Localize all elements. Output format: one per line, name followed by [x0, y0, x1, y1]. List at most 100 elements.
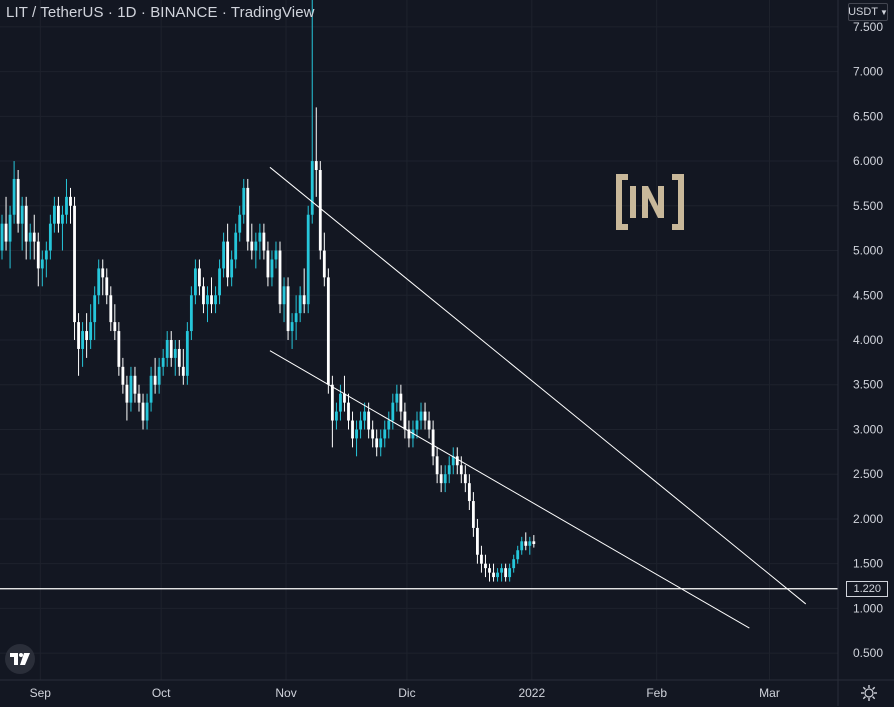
- candle-body: [463, 474, 467, 484]
- candle-body: [512, 559, 516, 569]
- candle-body: [290, 322, 294, 332]
- candle-body: [16, 178, 20, 224]
- candle-body: [379, 438, 383, 448]
- candle-body: [153, 375, 157, 385]
- candle-body: [20, 205, 24, 224]
- candle-body: [322, 250, 326, 278]
- candle-body: [32, 232, 36, 242]
- x-tick-label: Dic: [398, 686, 415, 700]
- candle-body: [266, 250, 270, 278]
- x-tick-label: Oct: [152, 686, 171, 700]
- candle-body: [399, 393, 403, 412]
- candle-body: [326, 277, 330, 385]
- candle-body: [121, 366, 125, 385]
- trendline: [269, 166, 807, 605]
- candle-body: [431, 429, 435, 457]
- candle-body: [343, 393, 346, 403]
- x-tick-label: 2022: [518, 686, 545, 700]
- candle-body: [500, 568, 504, 573]
- candle-body: [165, 340, 169, 358]
- candle-body: [145, 402, 149, 421]
- candle-body: [347, 402, 350, 421]
- y-tick-label: 1.500: [853, 557, 883, 571]
- y-tick-label: 7.500: [853, 20, 883, 34]
- candle-body: [274, 250, 278, 260]
- candle-body: [427, 420, 431, 430]
- candle-body: [451, 456, 455, 466]
- currency-button[interactable]: USDT ▼: [848, 3, 888, 21]
- candle-body: [44, 250, 48, 260]
- candle-body: [375, 438, 379, 448]
- candle-body: [270, 259, 274, 278]
- tradingview-logo-icon[interactable]: [5, 644, 35, 674]
- candle-body: [230, 259, 234, 278]
- candle-body: [351, 420, 354, 439]
- y-tick-label: 1.000: [853, 601, 883, 615]
- candle-body: [238, 214, 242, 233]
- candle-body: [77, 322, 80, 349]
- candle-body: [383, 429, 387, 439]
- candle-body: [173, 348, 177, 358]
- candle-body: [210, 295, 213, 305]
- candle-body: [206, 295, 209, 305]
- trendline: [269, 350, 750, 629]
- candle-body: [403, 411, 407, 430]
- candle-body: [520, 541, 524, 551]
- candle-body: [57, 205, 60, 224]
- candle-body: [528, 541, 532, 546]
- candle-body: [302, 295, 306, 305]
- candle-body: [471, 501, 475, 528]
- candle-body: [262, 232, 266, 251]
- settings-gear-icon[interactable]: [860, 684, 878, 702]
- candle-body: [141, 402, 145, 421]
- currency-label: USDT: [848, 6, 879, 18]
- candle-body: [157, 366, 161, 385]
- candle-body: [480, 554, 483, 564]
- candle-body: [246, 187, 250, 242]
- candle-body: [391, 402, 395, 421]
- candle-body: [282, 286, 286, 305]
- candle-body: [455, 456, 459, 466]
- candle-body: [488, 568, 491, 573]
- y-tick-label: 3.000: [853, 422, 883, 436]
- candle-body: [101, 268, 105, 278]
- candle-body: [524, 541, 528, 546]
- candle-body: [318, 170, 322, 251]
- candle-body: [202, 286, 205, 305]
- candle-body: [467, 483, 471, 502]
- candle-body: [222, 241, 226, 269]
- candle-body: [169, 340, 173, 358]
- candle-body: [250, 241, 254, 251]
- candle-body: [355, 429, 358, 439]
- candle-body: [395, 393, 399, 403]
- candle-body: [314, 161, 318, 170]
- candle-body: [198, 268, 201, 287]
- candle-body: [508, 568, 512, 578]
- y-tick-label: 5.500: [853, 199, 883, 213]
- y-tick-label: 4.000: [853, 333, 883, 347]
- candle-body: [367, 411, 371, 430]
- candle-body: [234, 232, 238, 260]
- candle-body: [334, 411, 338, 421]
- candle-body: [28, 232, 32, 242]
- grid-lines: [0, 0, 838, 680]
- candle-body: [109, 295, 113, 323]
- candle-body: [218, 268, 221, 296]
- y-tick-label: 3.500: [853, 378, 883, 392]
- candle-body: [161, 357, 165, 367]
- candle-body: [8, 214, 12, 242]
- candle-body: [226, 241, 230, 278]
- candle-body: [81, 331, 85, 349]
- candle-body: [407, 429, 411, 439]
- candle-body: [254, 241, 258, 251]
- candle-body: [339, 393, 342, 412]
- candle-body: [65, 196, 68, 215]
- y-tick-label: 7.000: [853, 65, 883, 79]
- candle-body: [516, 550, 520, 560]
- candle-body: [137, 393, 141, 403]
- candle-body: [177, 348, 181, 367]
- candle-body: [359, 420, 362, 430]
